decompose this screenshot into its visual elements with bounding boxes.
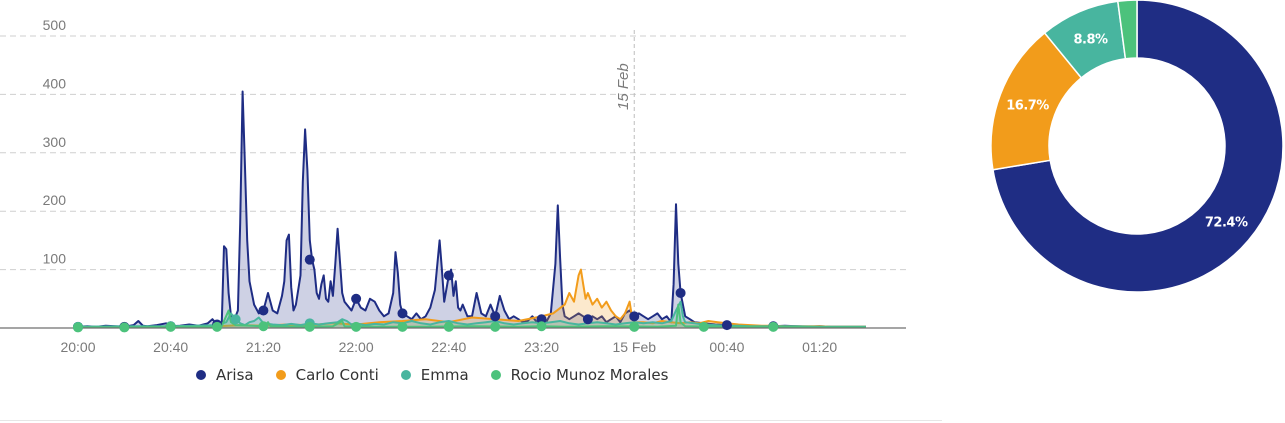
legend-label-rocio-munoz-morales: Rocio Munoz Morales [510,366,669,384]
legend: Arisa Carlo Conti Emma Rocio Munoz Moral… [196,366,668,384]
legend-marker-carlo-conti [275,370,286,380]
series-area-arisa [78,91,866,328]
line-chart: 100 200 300 400 500 15 Feb 20:00 20:40 21:20 22:0… [0,17,906,355]
data-point-arisa-13 [675,287,686,298]
data-point-rocio-munoz-morales-3 [212,321,223,332]
legend-label-carlo-conti: Carlo Conti [295,366,379,384]
x-tick-label-6: 15 Feb [612,339,656,355]
data-point-arisa-10 [536,314,547,325]
data-point-arisa-12 [629,311,640,322]
data-point-rocio-munoz-morales-2 [165,321,176,332]
donut-slice-rocio-munoz-morales [1116,0,1138,60]
data-point-rocio-munoz-morales-9 [490,321,501,332]
data-point-arisa-4 [258,305,269,316]
x-tick-label-1: 20:40 [153,339,188,355]
x-tick-label-0: 20:00 [60,339,95,355]
data-point-arisa-9 [490,311,501,322]
legend-item-carlo-conti[interactable]: Carlo Conti [275,366,379,384]
data-point-arisa-7 [397,308,408,319]
date-marker-label: 15 Feb [615,63,632,110]
data-point-arisa-11 [582,314,593,325]
data-point-rocio-munoz-morales-7 [397,321,408,332]
data-point-arisa-8 [443,270,454,281]
y-tick-label-400: 400 [43,75,67,91]
legend-marker-emma [400,370,411,380]
data-point-rocio-munoz-morales-0 [73,322,83,333]
data-point-rocio-munoz-morales-1 [119,322,130,333]
legend-item-rocio-munoz-morales[interactable]: Rocio Munoz Morales [490,366,669,384]
x-tick-label-2: 21:20 [246,339,281,355]
donut-label-arisa: 72.4% [1205,216,1248,231]
series-line-arisa [77,90,866,328]
donut-label-carlo-conti: 16.7% [1006,99,1049,114]
y-tick-label-300: 300 [43,134,67,150]
y-tick-label-100: 100 [43,251,67,267]
series-line-rocio-munoz-morales [78,303,866,329]
x-tick-label-4: 22:40 [431,339,466,355]
legend-item-emma[interactable]: Emma [400,366,469,384]
data-point-rocio-munoz-morales-10 [536,321,547,332]
legend-marker-arisa [196,370,206,380]
donut-label-emma: 8.8% [1074,33,1109,48]
y-tick-label-200: 200 [43,192,67,208]
legend-marker-rocio-munoz-morales [490,370,501,380]
data-point-rocio-munoz-morales-5 [304,321,315,332]
bottom-divider [0,420,942,421]
x-tick-label-5: 23:20 [524,339,559,355]
x-tick-label-7: 00:40 [709,339,744,355]
data-point-rocio-munoz-morales-11 [629,321,640,332]
legend-label-emma: Emma [420,366,469,384]
data-point-arisa-5 [304,254,315,265]
data-point-rocio-munoz-morales-12 [698,321,709,332]
data-point-rocio-munoz-morales-4 [258,321,269,332]
data-point-emma-2 [230,314,241,325]
donut-chart: 72.4% 16.7% 8.8% [990,0,1284,293]
legend-label-arisa: Arisa [216,366,254,384]
data-point-rocio-munoz-morales-13 [768,321,779,332]
data-point-rocio-munoz-morales-8 [443,321,454,332]
x-tick-label-3: 22:00 [339,339,374,355]
donut-slice-arisa [992,0,1284,293]
series-area-carlo-conti [78,269,866,328]
data-point-rocio-munoz-morales-6 [351,321,362,332]
data-point-arisa-6 [351,293,362,304]
x-tick-label-8: 01:20 [802,339,837,355]
data-point-arisa-14 [721,320,732,331]
legend-item-arisa[interactable]: Arisa [196,366,254,384]
y-tick-label-500: 500 [43,17,67,33]
